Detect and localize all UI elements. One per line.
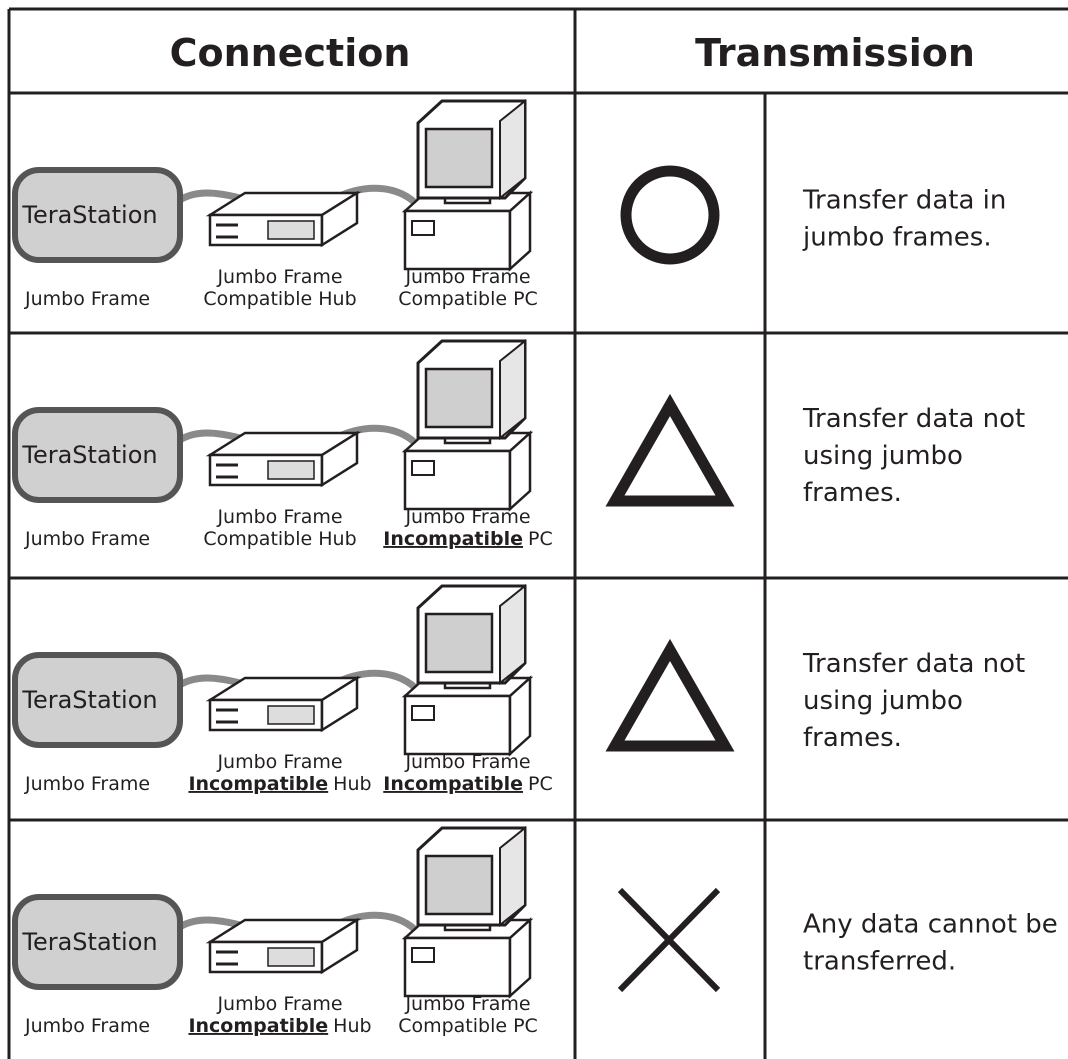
label-text: Compatible PC [398, 288, 538, 310]
hub-panel [267, 705, 315, 725]
monitor-side [499, 583, 526, 686]
description-line: Transfer data in [802, 186, 1006, 216]
label-line: Jumbo Frame [216, 751, 342, 773]
label-line: Compatible Hub [203, 288, 356, 310]
label-line: Jumbo Frame [404, 266, 530, 288]
header-connection: Connection [170, 31, 411, 75]
label-line: Incompatible PC [383, 528, 552, 550]
hub-side [320, 430, 359, 488]
label-line: Incompatible PC [383, 773, 552, 795]
pc-base-side [508, 430, 532, 512]
pc-base-side [508, 190, 532, 272]
label-line: Incompatible Hub [188, 1015, 371, 1037]
label-line: Compatible PC [398, 288, 538, 310]
label-line: Compatible PC [398, 1015, 538, 1037]
label-line: Jumbo Frame [216, 993, 342, 1015]
device-label: Jumbo Frame [24, 1015, 150, 1037]
label-text: PC [528, 528, 553, 550]
hub-panel [267, 947, 315, 967]
description-line: transferred. [803, 947, 956, 977]
symbol-circle [620, 165, 720, 265]
hub-panel [267, 460, 315, 480]
pc-base-side [508, 917, 532, 999]
monitor-side [499, 338, 526, 441]
device-label: Jumbo Frame [24, 288, 150, 310]
device-name: TeraStation [21, 928, 157, 956]
pc-drive [411, 220, 435, 236]
monitor-side [499, 98, 526, 201]
device-box [12, 894, 183, 990]
hub-side [320, 675, 359, 733]
hub-side [320, 917, 359, 975]
pc-base-front [403, 694, 512, 756]
monitor-screen [424, 127, 494, 189]
device-box [12, 167, 183, 263]
monitor-screen [424, 367, 494, 429]
device-box [12, 407, 183, 503]
emphasis: Incompatible [188, 1015, 328, 1037]
monitor-screen [424, 854, 494, 916]
label-line: Incompatible Hub [188, 773, 371, 795]
emphasis: Incompatible [383, 528, 523, 550]
description-line: frames. [803, 723, 902, 753]
header-transmission: Transmission [695, 31, 975, 75]
emphasis: Incompatible [188, 773, 328, 795]
hub-side [320, 190, 359, 248]
label-text: Hub [333, 773, 371, 795]
symbol-triangle [605, 393, 735, 507]
pc-drive [411, 947, 435, 963]
pc-base-front [403, 449, 512, 511]
pc-base-side [508, 675, 532, 757]
device-box [12, 652, 183, 748]
emphasis: Incompatible [383, 773, 523, 795]
symbol-triangle [605, 638, 735, 752]
label-text: Compatible Hub [203, 528, 356, 550]
label-text: Compatible PC [398, 1015, 538, 1037]
device-label: Jumbo Frame [24, 773, 150, 795]
description-line: Any data cannot be [803, 910, 1058, 940]
description-line: frames. [803, 478, 902, 508]
device-name: TeraStation [21, 201, 157, 229]
description-line: Transfer data not [802, 404, 1025, 434]
device-name: TeraStation [21, 441, 157, 469]
label-line: Jumbo Frame [404, 506, 530, 528]
pc-base-front [403, 209, 512, 271]
label-line: Compatible Hub [203, 528, 356, 550]
label-text: Compatible Hub [203, 288, 356, 310]
device-label: Jumbo Frame [24, 528, 150, 550]
device-name: TeraStation [21, 686, 157, 714]
monitor-side [499, 825, 526, 928]
label-line: Jumbo Frame [404, 751, 530, 773]
label-text: PC [528, 773, 553, 795]
hub-front [208, 698, 324, 732]
description-line: using jumbo [803, 441, 963, 471]
table-grid [7, 7, 1068, 1059]
hub-panel [267, 220, 315, 240]
monitor-screen [424, 612, 494, 674]
pc-drive [411, 705, 435, 721]
label-line: Jumbo Frame [404, 993, 530, 1015]
description-line: jumbo frames. [802, 223, 992, 253]
description-line: using jumbo [803, 686, 963, 716]
pc-drive [411, 460, 435, 476]
label-text: Hub [333, 1015, 371, 1037]
description-line: Transfer data not [802, 649, 1025, 679]
label-line: Jumbo Frame [216, 266, 342, 288]
label-line: Jumbo Frame [216, 506, 342, 528]
symbol-cross [617, 887, 721, 993]
pc-base-front [403, 936, 512, 998]
